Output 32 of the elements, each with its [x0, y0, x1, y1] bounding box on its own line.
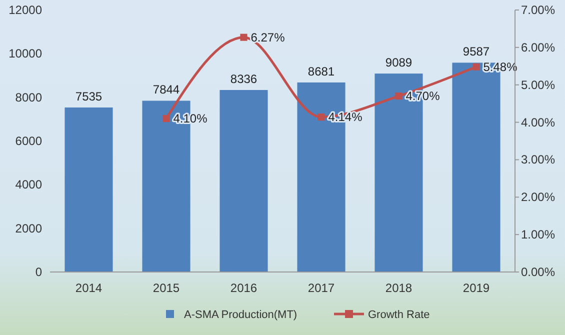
x-tick-label: 2015	[152, 281, 180, 295]
x-tick-label: 2016	[230, 281, 258, 295]
y-tick-label: 6000	[15, 134, 42, 148]
y-tick-label: 10000	[8, 46, 42, 61]
y2-tick-label: 6.00%	[521, 40, 556, 54]
y2-tick-label: 3.00%	[521, 152, 556, 167]
y-tick-label: 0	[35, 265, 42, 279]
x-tick-label: 2017	[308, 281, 335, 295]
y-tick-label: 4000	[15, 178, 42, 192]
data-label: 7535	[75, 89, 102, 104]
data-label: 7844	[152, 82, 180, 97]
x-tick-label: 2014	[75, 281, 102, 295]
y2-tick-label: 5.00%	[521, 78, 556, 92]
legend-label: A-SMA Production(MT)	[184, 309, 298, 321]
data-label: 4.10%	[173, 112, 208, 126]
data-label: 8681	[308, 64, 335, 78]
y2-tick-label: 2.00%	[521, 190, 556, 204]
y2-tick-label: 1.00%	[521, 228, 556, 242]
x-tick-label: 2019	[462, 281, 490, 295]
y2-tick-label: 7.00%	[521, 3, 556, 17]
data-label: 8336	[230, 72, 258, 86]
y-tick-label: 12000	[8, 3, 42, 17]
data-label: 9587	[462, 44, 490, 59]
x-tick-label: 2018	[385, 281, 412, 295]
legend-label: Growth Rate	[368, 309, 430, 321]
data-label: 9089	[385, 56, 412, 70]
y-tick-label: 2000	[15, 221, 42, 236]
data-label: 6.27%	[250, 30, 286, 44]
y2-tick-label: 0.00%	[521, 265, 556, 279]
y2-tick-label: 4.00%	[521, 115, 556, 130]
data-label: 5.48%	[483, 60, 518, 74]
y-tick-label: 8000	[15, 90, 42, 104]
